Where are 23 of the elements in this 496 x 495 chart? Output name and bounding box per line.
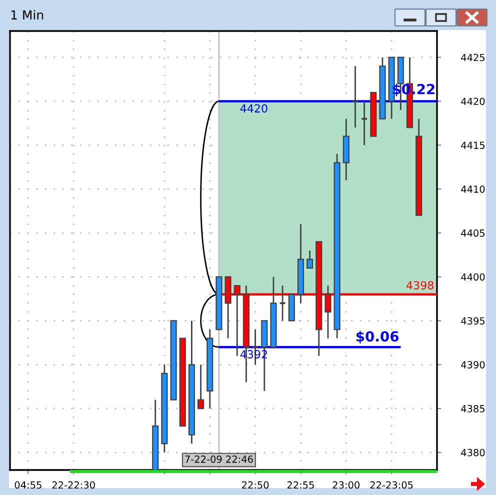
chart-title: 1 Min xyxy=(11,10,44,20)
y-tick-label: 4385 xyxy=(461,405,485,412)
annotation: 4420 xyxy=(240,104,268,113)
candlestick xyxy=(198,364,204,410)
y-tick-label: 4405 xyxy=(461,229,485,237)
x-tick-label: 23:00 xyxy=(332,481,360,489)
y-tick-label: 4415 xyxy=(461,142,485,149)
y-tick-label: 4425 xyxy=(461,54,485,62)
ref-line-label: 7-22-09 22:46 xyxy=(185,455,253,463)
y-tick-label: 4395 xyxy=(461,317,485,325)
x-tick-label: 22:55 xyxy=(287,481,314,489)
annotation: 4398 xyxy=(406,281,434,290)
annotation: $0.06 xyxy=(356,330,399,344)
y-tick-label: 4380 xyxy=(461,448,485,456)
x-tick-label: 22-23:05 xyxy=(370,481,413,489)
candlestick xyxy=(306,250,314,269)
y-tick-label: 4390 xyxy=(461,361,485,368)
x-tick-label: 04:55 xyxy=(14,481,42,489)
y-tick-label: 4420 xyxy=(461,98,485,106)
x-tick-label: 22:50 xyxy=(242,481,269,489)
y-tick-label: 4410 xyxy=(461,186,485,193)
x-tick-label: 22-22:30 xyxy=(52,481,95,489)
y-tick-label: 4400 xyxy=(461,273,485,281)
